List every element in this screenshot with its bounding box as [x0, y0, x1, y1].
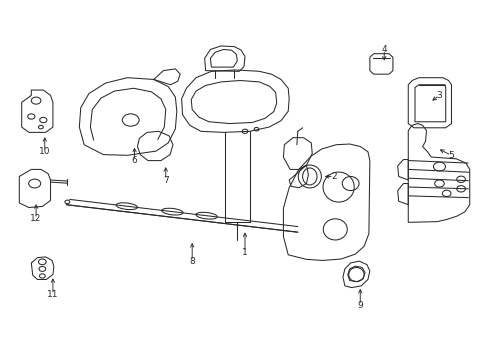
- Text: 9: 9: [357, 301, 363, 310]
- Text: 1: 1: [242, 248, 248, 257]
- Ellipse shape: [162, 208, 183, 215]
- Text: 2: 2: [331, 172, 337, 181]
- Text: 11: 11: [47, 290, 59, 299]
- Text: 8: 8: [189, 257, 195, 266]
- Text: 10: 10: [39, 147, 50, 156]
- Text: 6: 6: [132, 156, 137, 165]
- Ellipse shape: [196, 212, 217, 219]
- Text: 3: 3: [437, 91, 442, 100]
- Text: 7: 7: [163, 176, 169, 185]
- Ellipse shape: [116, 203, 137, 210]
- Text: 4: 4: [381, 45, 387, 54]
- Text: 5: 5: [449, 151, 454, 160]
- Text: 12: 12: [30, 214, 42, 223]
